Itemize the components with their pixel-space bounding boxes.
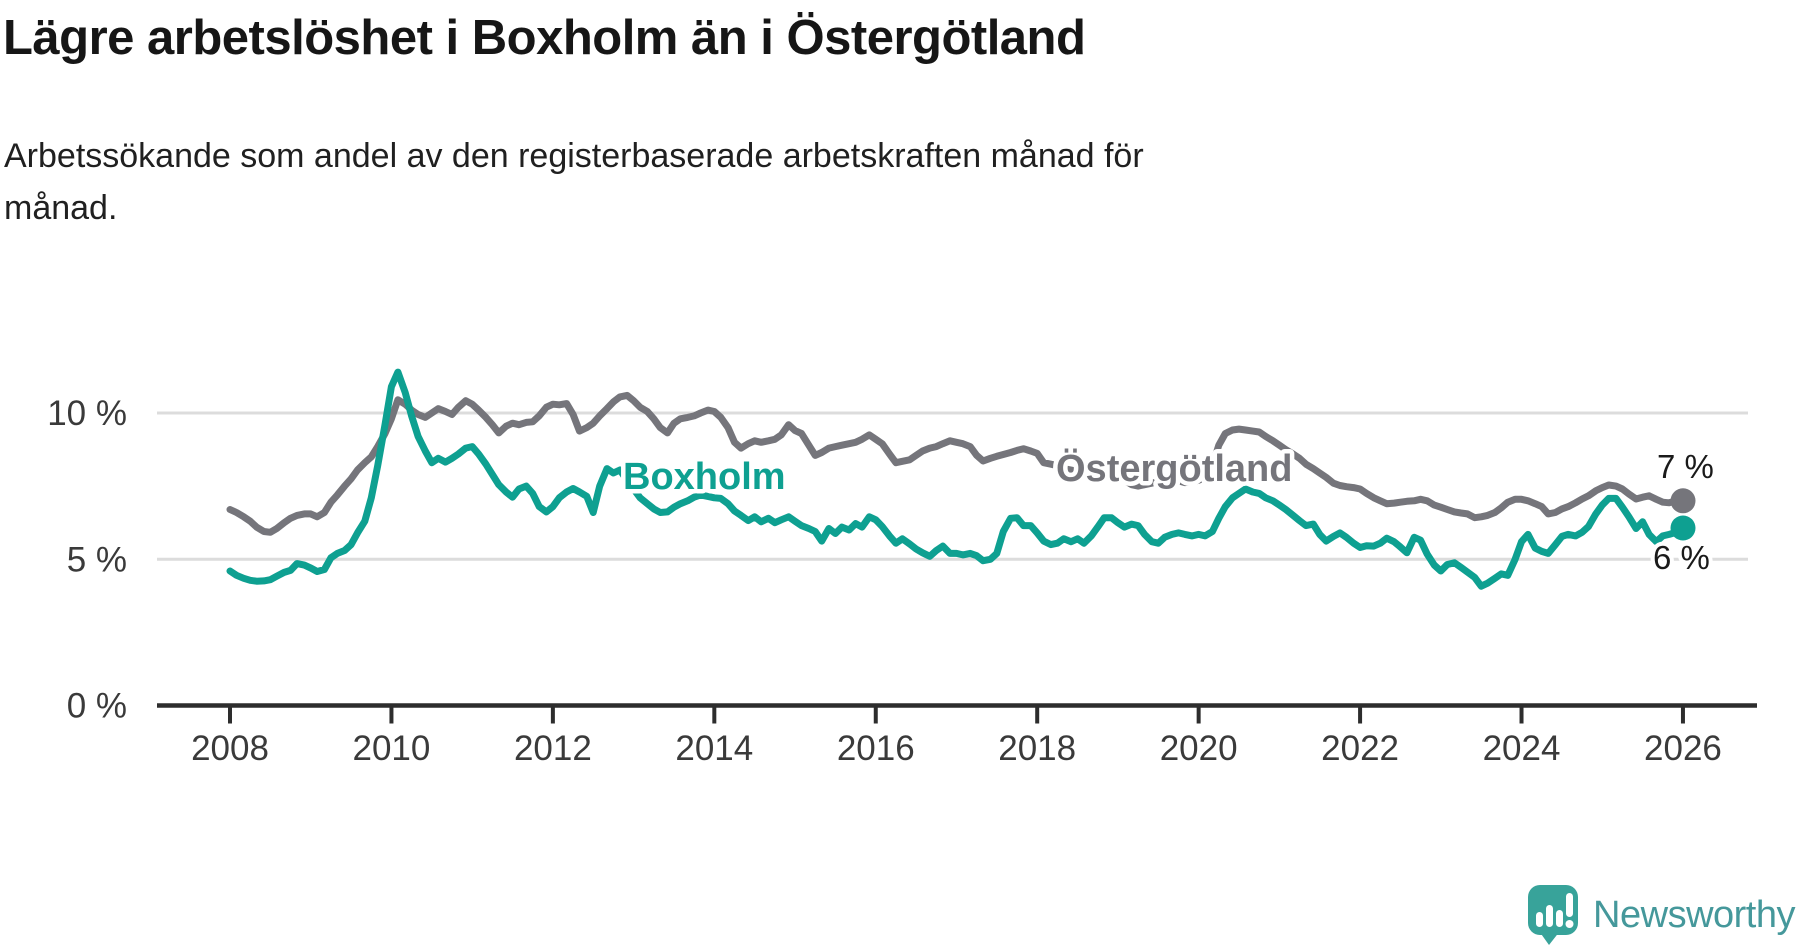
x-axis-tick-label: 2022: [1321, 729, 1399, 768]
x-axis-tick-label: 2020: [1160, 729, 1238, 768]
line-ostergotland: [226, 391, 1687, 536]
series-lines: [226, 368, 1687, 590]
axes: 0 % 5 % 10 % 2008 2010 2012 2014 2016 2018 2020 20…: [47, 394, 1757, 768]
newsworthy-logo-text: Newsworthy: [1593, 893, 1795, 936]
chart-subtitle-line1: Arbetssökande som andel av den registerb…: [4, 137, 1144, 175]
y-axis-tick-label: 5 %: [67, 540, 127, 579]
chart-subtitle-line2: månad.: [4, 189, 118, 227]
x-axis-tick-label: 2018: [998, 729, 1076, 768]
newsworthy-logo: Newsworthy: [1527, 884, 1795, 946]
y-axis-tick-label: 0 %: [67, 687, 127, 726]
line-boxholm: [226, 368, 1687, 590]
end-dot-ostergotland: [1670, 488, 1696, 514]
x-axis-tick-label: 2026: [1644, 729, 1722, 768]
series-label-ostergotland: Östergötland: [1056, 447, 1292, 490]
x-axis-tick-label: 2012: [514, 729, 592, 768]
x-axis-tick-label: 2008: [191, 729, 269, 768]
series-label-boxholm: Boxholm: [623, 456, 786, 498]
x-axis-tick-label: 2024: [1483, 729, 1561, 768]
x-axis-tick-label: 2016: [837, 729, 915, 768]
x-axis-tick-label: 2014: [675, 729, 753, 768]
chart-title: Lägre arbetslöshet i Boxholm än i Österg…: [3, 11, 1086, 65]
end-markers: 7 % 6 %: [1649, 444, 1718, 580]
end-dot-boxholm: [1670, 515, 1696, 541]
end-value-label-ostergotland: 7 %: [1657, 448, 1714, 485]
y-axis-tick-label: 10 %: [47, 394, 127, 433]
x-axis-tick-label: 2010: [353, 729, 431, 768]
chart-subtitle: Arbetssökande som andel av den registerb…: [4, 130, 1144, 234]
newsworthy-chart-bubble-icon: [1528, 885, 1579, 945]
gridlines: [157, 411, 1748, 561]
end-value-label-boxholm: 6 %: [1653, 539, 1710, 576]
